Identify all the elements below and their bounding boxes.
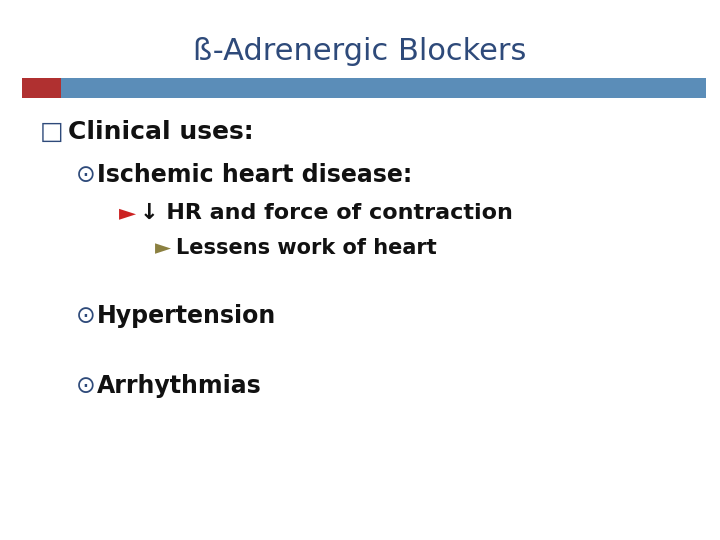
Text: Arrhythmias: Arrhythmias — [97, 374, 262, 398]
Text: Ischemic heart disease:: Ischemic heart disease: — [97, 164, 413, 187]
Text: ►: ► — [119, 203, 136, 224]
Text: Clinical uses:: Clinical uses: — [68, 120, 254, 144]
Text: ⊙: ⊙ — [76, 164, 95, 187]
Text: ►: ► — [155, 238, 171, 259]
Bar — [22, 78, 61, 98]
Text: □: □ — [40, 120, 63, 144]
Text: ß-Adrenergic Blockers: ß-Adrenergic Blockers — [193, 37, 527, 66]
Text: ⊙: ⊙ — [76, 304, 95, 328]
Text: ⊙: ⊙ — [76, 374, 95, 398]
Text: Lessens work of heart: Lessens work of heart — [176, 238, 437, 259]
Bar — [61, 78, 706, 98]
Text: ↓ HR and force of contraction: ↓ HR and force of contraction — [140, 203, 513, 224]
Text: Hypertension: Hypertension — [97, 304, 276, 328]
